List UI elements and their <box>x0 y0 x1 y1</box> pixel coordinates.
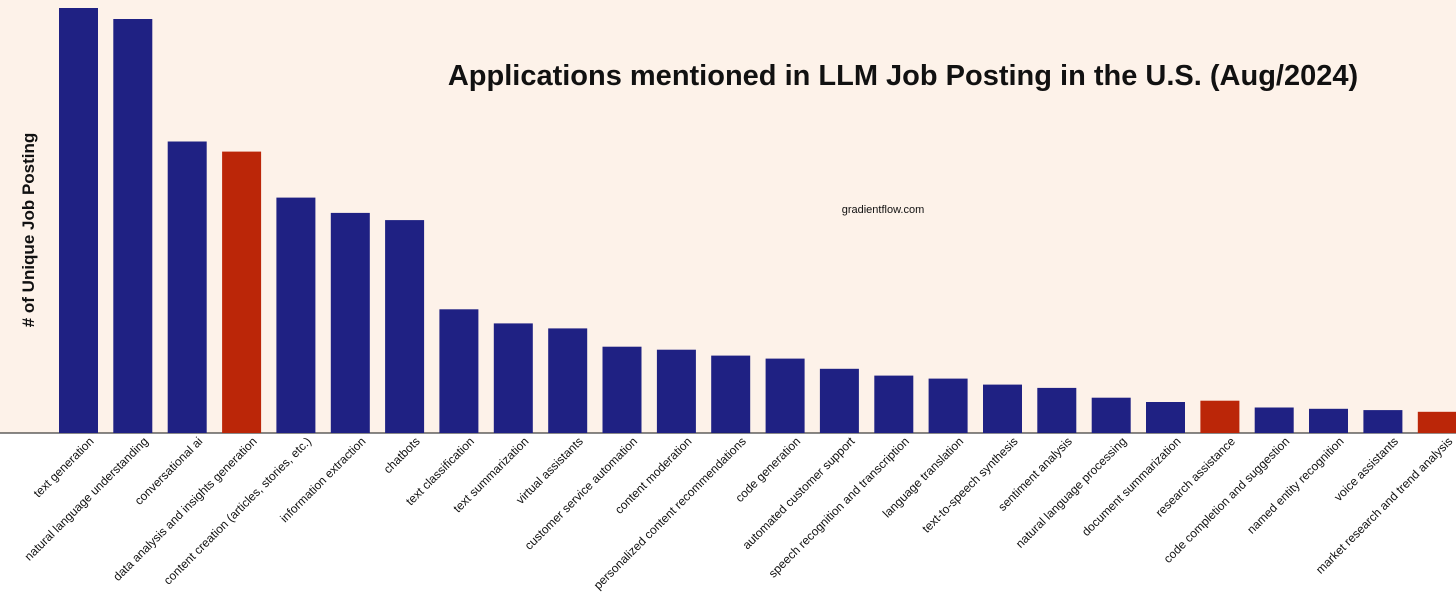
x-tick-label-23: named entity recognition <box>1244 434 1346 536</box>
bar-17 <box>983 384 1022 434</box>
bar-2 <box>167 141 207 433</box>
bar-3 <box>222 151 262 433</box>
bar-4 <box>276 197 316 433</box>
bar-21 <box>1200 400 1240 433</box>
bar-0 <box>59 8 98 433</box>
bar-22 <box>1254 407 1294 433</box>
bar-8 <box>493 323 533 434</box>
bar-14 <box>819 368 859 433</box>
watermark-label: gradientflow.com <box>842 204 925 216</box>
bar-12 <box>711 355 751 433</box>
chart-title: Applications mentioned in LLM Job Postin… <box>448 60 1358 92</box>
bar-24 <box>1363 410 1403 434</box>
bar-13 <box>765 358 805 433</box>
bar-5 <box>330 212 370 433</box>
x-tick-label-19: natural language processing <box>1013 434 1130 551</box>
bar-23 <box>1309 408 1348 433</box>
bar-18 <box>1037 387 1077 433</box>
bar-20 <box>1146 402 1185 433</box>
bar-9 <box>548 328 588 433</box>
bar-16 <box>928 378 968 433</box>
bars-group <box>59 8 1456 434</box>
bar-15 <box>874 375 914 433</box>
bar-6 <box>385 220 425 433</box>
x-tick-label-20: document summarization <box>1079 434 1184 539</box>
bar-19 <box>1091 397 1131 433</box>
bar-1 <box>113 19 153 433</box>
y-axis-label: # of Unique Job Posting <box>19 133 38 328</box>
x-tick-label-14: automated customer support <box>740 434 858 552</box>
bar-10 <box>602 346 642 433</box>
x-tick-label-17: text-to-speech synthesis <box>919 434 1020 535</box>
bar-11 <box>656 349 696 433</box>
x-tick-label-10: customer service automation <box>522 434 640 552</box>
x-tick-label-6: chatbots <box>381 434 423 476</box>
bar-25 <box>1417 411 1456 434</box>
bar-7 <box>439 309 479 433</box>
